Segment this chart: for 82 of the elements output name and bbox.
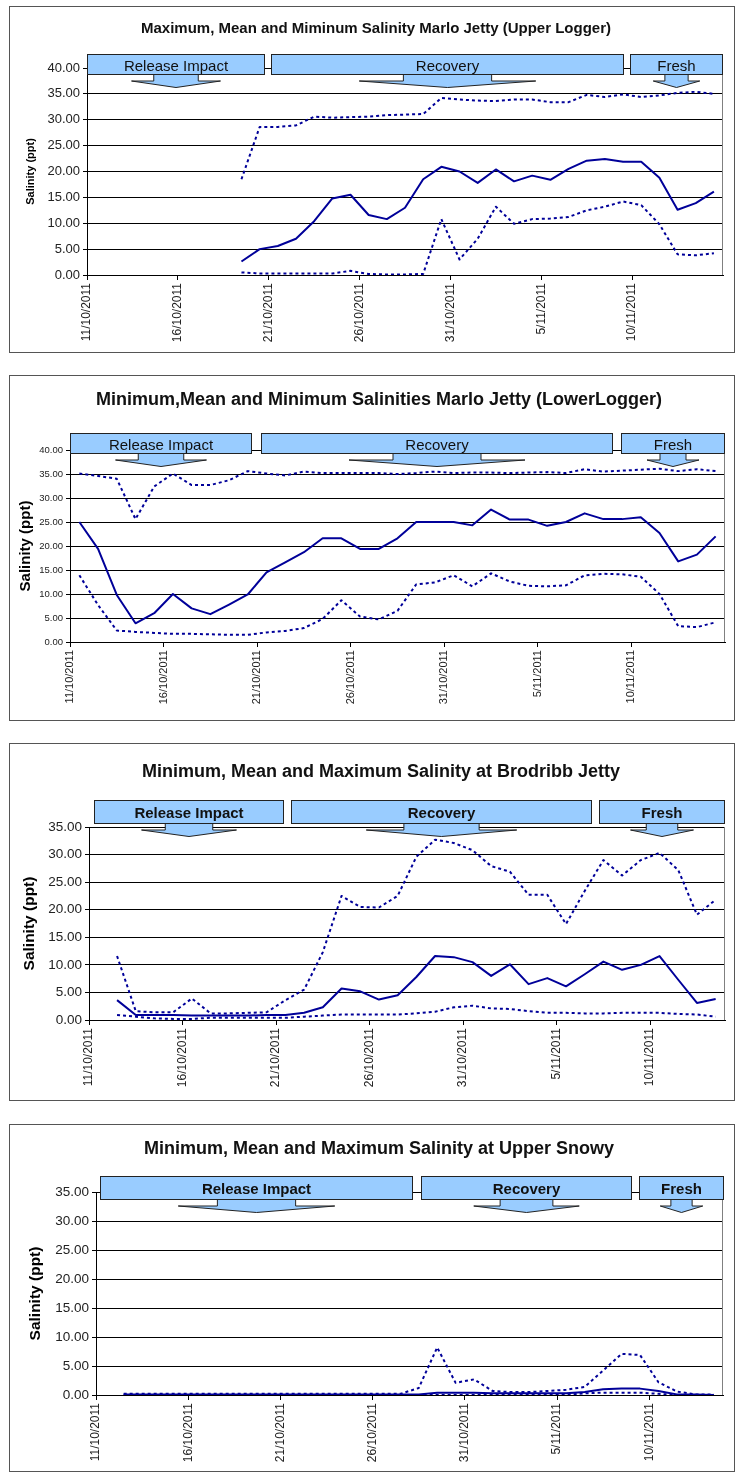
x-tick-label: 31/10/2011 <box>442 282 457 343</box>
chart-title: Minimum, Mean and Maximum Salinity at Brodribb Jetty <box>140 761 622 782</box>
annotation: Release Impact <box>70 435 252 454</box>
y-axis-title: Salinity (ppt) <box>23 137 36 205</box>
y-tick-label: 40.00 <box>47 59 80 75</box>
y-tick-label: 25.00 <box>55 1241 89 1257</box>
annotation: Fresh <box>630 56 723 75</box>
y-tick-label: 10.00 <box>39 587 63 599</box>
y-tick-label: 40.00 <box>39 443 63 455</box>
chart-title: Minimum,Mean and Minimum Salinities Marlo Jetty (LowerLogger) <box>94 389 664 410</box>
text: Release Impact <box>133 804 245 822</box>
y-tick-label: 20.00 <box>55 1270 89 1286</box>
x-tick-label: 21/10/2011 <box>250 650 263 705</box>
y-tick-label: 0.00 <box>54 266 80 282</box>
y-tick-label: 30.00 <box>55 1212 89 1228</box>
y-tick-label: 15.00 <box>55 1299 89 1315</box>
annotation: Recovery <box>271 56 624 75</box>
x-tick-label: 26/10/2011 <box>364 1402 379 1463</box>
x-tick-label: 31/10/2011 <box>455 1027 470 1088</box>
y-tick-label: 20.00 <box>39 539 63 551</box>
x-tick-label: 10/11/2011 <box>641 1402 656 1462</box>
y-tick-label: 25.00 <box>47 137 80 153</box>
y-axis-title: Salinity (ppt) <box>19 876 37 971</box>
y-tick-label: 30.00 <box>47 111 80 127</box>
x-tick-label: 5/11/2011 <box>530 650 543 698</box>
y-tick-label: 10.00 <box>47 214 80 230</box>
annotation: Recovery <box>491 1180 562 1198</box>
x-tick-label: 10/11/2011 <box>624 282 639 342</box>
annotation: Release Impact <box>87 56 265 75</box>
y-tick-label: 25.00 <box>39 515 63 527</box>
x-tick-label: 5/11/2011 <box>549 1402 564 1455</box>
x-tick-label: 10/11/2011 <box>642 1027 657 1087</box>
y-tick-label: 30.00 <box>39 491 63 503</box>
annotation: Recovery <box>261 435 613 454</box>
y-tick-label: 10.00 <box>55 1328 89 1344</box>
y-tick-label: 20.00 <box>47 163 80 179</box>
y-tick-label: 10.00 <box>48 956 82 972</box>
x-tick-label: 16/10/2011 <box>174 1027 189 1088</box>
y-axis-title: Salinity (ppt) <box>25 1246 43 1341</box>
annotation: Release Impact <box>200 1180 313 1198</box>
x-tick-label: 11/10/2011 <box>88 1402 103 1462</box>
x-tick-label: 26/10/2011 <box>351 282 366 343</box>
y-tick-label: 5.00 <box>54 240 80 256</box>
y-tick-label: 15.00 <box>39 563 63 575</box>
y-tick-label: 20.00 <box>48 901 82 917</box>
x-tick-label: 21/10/2011 <box>261 282 276 343</box>
x-tick-label: 5/11/2011 <box>548 1027 563 1080</box>
x-tick-label: 11/10/2011 <box>63 650 76 704</box>
x-tick-label: 16/10/2011 <box>170 282 185 343</box>
y-tick-label: 5.00 <box>55 984 82 1000</box>
chart-title: Minimum, Mean and Maximum Salinity at Upper Snowy <box>142 1138 616 1159</box>
text: Fresh <box>640 804 684 822</box>
x-tick-label: 21/10/2011 <box>268 1027 283 1088</box>
x-tick-label: 5/11/2011 <box>533 282 548 335</box>
x-tick-label: 10/11/2011 <box>624 650 637 704</box>
x-tick-label: 16/10/2011 <box>180 1402 195 1463</box>
annotation: Fresh <box>621 435 725 454</box>
y-tick-label: 30.00 <box>48 846 82 862</box>
y-axis-title: Salinity (ppt) <box>16 500 34 592</box>
x-tick-label: 26/10/2011 <box>361 1027 376 1088</box>
y-tick-label: 0.00 <box>44 635 63 647</box>
x-tick-label: 26/10/2011 <box>343 650 356 705</box>
chart-title: Maximum, Mean and Miminum Salinity Marlo Jetty (Upper Logger) <box>139 19 613 36</box>
y-tick-label: 5.00 <box>44 611 63 623</box>
y-tick-label: 5.00 <box>62 1357 89 1373</box>
y-tick-label: 35.00 <box>48 818 82 834</box>
y-tick-label: 15.00 <box>48 929 82 944</box>
x-tick-label: 31/10/2011 <box>457 1402 472 1463</box>
x-tick-label: 11/10/2011 <box>79 282 94 342</box>
x-tick-label: 16/10/2011 <box>156 650 169 705</box>
y-tick-label: 15.00 <box>47 188 80 204</box>
y-tick-label: 35.00 <box>55 1183 89 1199</box>
y-tick-label: 35.00 <box>39 467 63 479</box>
y-tick-label: 0.00 <box>55 1011 82 1027</box>
y-tick-label: 25.00 <box>48 873 82 889</box>
x-tick-label: 31/10/2011 <box>437 650 450 705</box>
y-tick-label: 0.00 <box>62 1386 89 1402</box>
annotation: Fresh <box>660 1180 703 1198</box>
x-tick-label: 11/10/2011 <box>81 1027 96 1087</box>
x-tick-label: 21/10/2011 <box>272 1402 287 1463</box>
text: Recovery <box>406 804 477 822</box>
y-tick-label: 35.00 <box>47 85 80 101</box>
